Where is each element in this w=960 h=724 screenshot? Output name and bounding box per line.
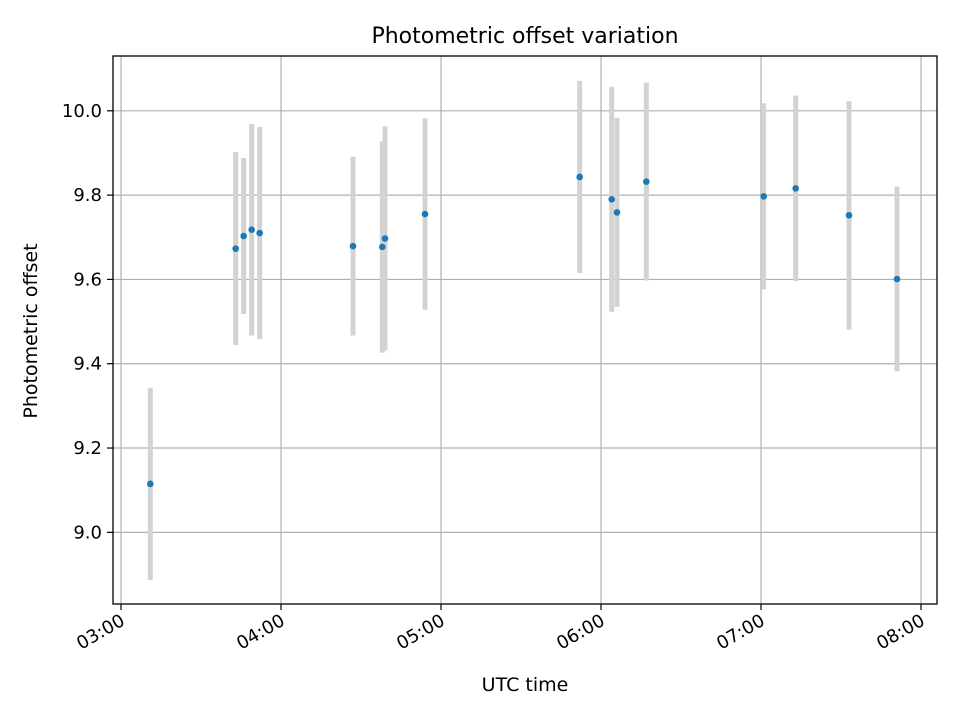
data-point — [845, 212, 853, 219]
data-point — [608, 196, 615, 203]
data-point — [792, 185, 799, 192]
x-axis-label: UTC time — [482, 674, 569, 696]
data-point — [613, 209, 621, 216]
data-points — [147, 173, 901, 488]
data-point — [643, 178, 650, 185]
data-point — [256, 229, 263, 237]
data-point — [893, 275, 901, 283]
data-point — [421, 210, 429, 218]
y-tick-label: 9.2 — [73, 438, 102, 459]
data-point — [379, 243, 386, 251]
data-point — [147, 480, 154, 488]
y-tick-label: 9.4 — [73, 354, 102, 375]
y-tick-label: 9.6 — [73, 269, 102, 290]
data-point — [349, 242, 357, 250]
y-tick-label: 9.0 — [73, 522, 102, 543]
data-point — [381, 235, 389, 242]
y-tick-label: 10.0 — [62, 101, 102, 122]
y-axis-label: Photometric offset — [20, 243, 42, 418]
data-point — [240, 232, 247, 240]
data-point — [248, 226, 255, 233]
data-point — [232, 245, 239, 252]
data-point — [576, 173, 583, 181]
y-tick-label: 9.8 — [73, 185, 102, 206]
data-point — [760, 193, 767, 200]
plot-frame — [112, 55, 938, 605]
chart-title: Photometric offset variation — [371, 24, 678, 49]
